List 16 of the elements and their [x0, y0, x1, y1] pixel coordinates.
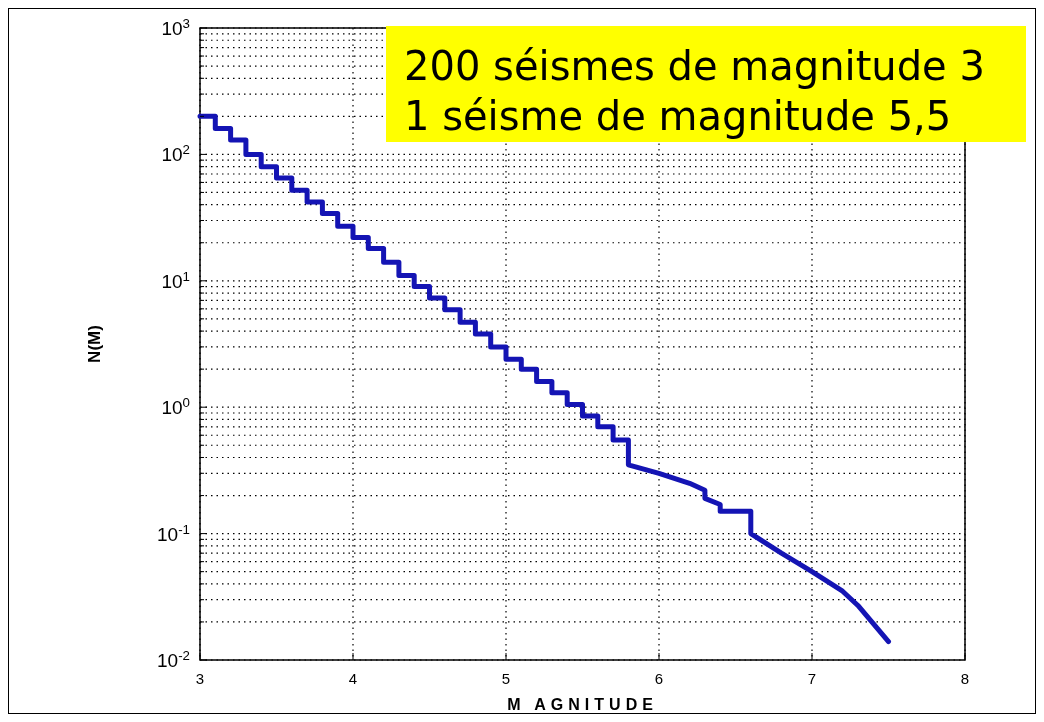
x-tick-label: 5 [501, 670, 511, 687]
y-tick-label: 10$^{1}$ [161, 268, 190, 292]
y-axis-title: N(M) [85, 325, 104, 363]
x-tick-label: 8 [960, 670, 970, 687]
y-tick-label: 10$^{3}$ [161, 15, 190, 39]
y-tick-label: 10$^{-1}$ [157, 521, 190, 545]
x-tick-label: 4 [348, 670, 358, 687]
annotation: 200 séismes de magnitude 3 [404, 43, 985, 89]
annotation: 1 séisme de magnitude 5,5 [404, 93, 952, 139]
x-axis-title: M AGNITUDE [507, 696, 658, 713]
y-tick-label: 10$^{2}$ [161, 141, 190, 166]
x-tick-label: 7 [807, 670, 817, 687]
x-tick-label: 3 [195, 670, 205, 687]
y-tick-label: 10$^{-2}$ [157, 647, 190, 671]
y-tick-label: 10$^{0}$ [161, 394, 190, 419]
x-tick-label: 6 [654, 670, 664, 687]
